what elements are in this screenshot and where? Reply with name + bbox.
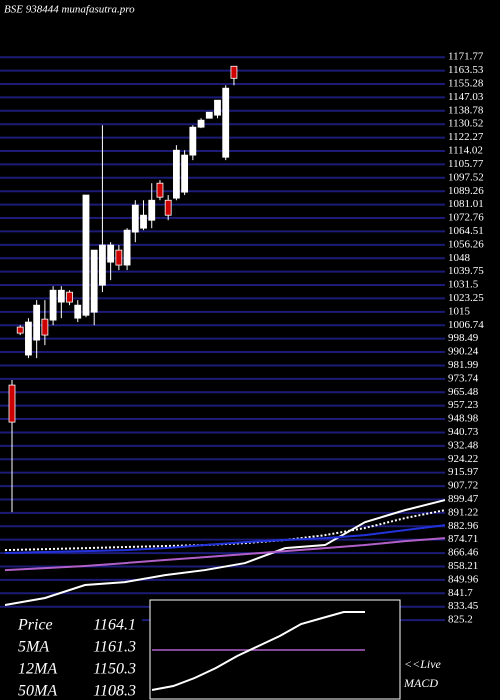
y-tick-label: 1089.26 [448, 185, 484, 197]
legend-value: 1161.3 [93, 639, 136, 656]
y-tick-label: 882.96 [448, 520, 479, 532]
candle-body [140, 214, 147, 229]
candle-body [66, 291, 73, 303]
grid [0, 56, 445, 622]
candle-body [172, 149, 180, 199]
y-tick-label: 957.23 [448, 399, 479, 411]
candle-body [214, 99, 221, 116]
legend-value: 1150.3 [93, 661, 136, 678]
legend-label: 50MA [18, 683, 57, 700]
candle-body [131, 204, 139, 233]
y-tick-label: 1114.02 [448, 145, 483, 157]
y-tick-label: 981.99 [448, 359, 479, 371]
y-tick-label: 858.21 [448, 560, 478, 572]
candle-body [90, 249, 98, 313]
ma-line [4, 537, 446, 572]
y-tick-label: 932.48 [448, 439, 479, 451]
candle-body [123, 229, 131, 266]
y-tick-label: 915.97 [448, 466, 479, 478]
y-tick-label: 849.96 [448, 573, 479, 585]
candle-body [82, 194, 90, 316]
ma-line [4, 524, 446, 555]
y-tick-label: 1171.77 [448, 51, 484, 63]
y-tick-label: 1015 [448, 305, 471, 317]
candle-body [197, 119, 205, 128]
y-tick-label: 1122.27 [448, 131, 484, 143]
legend-label: 12MA [18, 661, 57, 678]
candle-body [156, 182, 164, 198]
live-label: <<Live [404, 657, 442, 671]
y-tick-label: 1138.78 [448, 104, 484, 116]
candle-body [164, 199, 172, 216]
candle-body [25, 321, 32, 356]
legend-value: 1108.3 [93, 683, 136, 700]
y-tick-label: 998.49 [448, 332, 479, 344]
macd-line [151, 611, 365, 691]
legend: Price 1164.1 5MA 1161.3 12MA 1150.3 50MA 1108.3 [17, 617, 136, 700]
y-tick-label: 1072.76 [448, 212, 484, 224]
chart-title: BSE 938444 munafasutra.pro [4, 4, 135, 16]
candle-body [33, 304, 41, 341]
candle-body [16, 326, 24, 334]
candle-body [74, 304, 82, 319]
y-tick-label: 833.45 [448, 600, 479, 612]
candle-body [148, 199, 156, 221]
y-tick-label: 1031.5 [448, 279, 479, 291]
candle-body [222, 87, 230, 158]
y-tick-label: 948.98 [448, 413, 479, 425]
ma-line [4, 499, 446, 606]
candles [8, 65, 238, 513]
y-tick-label: 1105.77 [448, 158, 484, 170]
candle-body [49, 289, 57, 321]
y-tick-label: 965.48 [448, 386, 479, 398]
y-tick-label: 940.73 [448, 426, 479, 438]
candle-body [189, 126, 197, 156]
y-tick-label: 1081.01 [448, 198, 484, 210]
y-tick-label: 866.46 [448, 547, 479, 559]
y-tick-label: 973.74 [448, 372, 479, 384]
candle-body [115, 249, 123, 266]
macd [151, 611, 365, 691]
y-tick-label: 1056.26 [448, 238, 484, 250]
y-tick-label: 1163.53 [448, 64, 484, 76]
legend-label: 5MA [18, 639, 49, 656]
y-tick-label: 874.71 [448, 533, 478, 545]
candle-body [57, 289, 65, 303]
y-tick-label: 1064.51 [448, 225, 484, 237]
y-tick-label: 1097.52 [448, 171, 484, 183]
y-tick-label: 990.24 [448, 346, 479, 358]
candle-body [230, 65, 238, 79]
y-tick-label: 924.22 [448, 453, 478, 465]
y-tick-label: 907.72 [448, 480, 478, 492]
candle-body [205, 111, 213, 119]
y-tick-label: 1039.75 [448, 265, 484, 277]
y-tick-label: 899.47 [448, 493, 479, 505]
candle-body [99, 244, 106, 286]
legend-value: 1164.1 [93, 617, 136, 634]
legend-label: Price [17, 617, 53, 634]
y-tick-label: 1130.52 [448, 118, 483, 130]
y-tick-label: 1155.28 [448, 78, 484, 90]
macd-label: MACD [403, 676, 438, 690]
candle-body [107, 244, 115, 263]
y-tick-label: 825.2 [448, 614, 473, 626]
y-tick-label: 1048 [448, 252, 471, 264]
candle-body [8, 384, 16, 423]
candle-body [41, 318, 49, 336]
y-tick-label: 841.7 [448, 587, 473, 599]
y-tick-label: 1006.74 [448, 319, 484, 331]
y-tick-label: 1023.25 [448, 292, 484, 304]
y-tick-label: 1147.03 [448, 91, 484, 103]
candle-body [181, 154, 189, 193]
legend-box [0, 610, 142, 700]
y-tick-label: 891.22 [448, 506, 478, 518]
overlay-lines [4, 499, 446, 606]
